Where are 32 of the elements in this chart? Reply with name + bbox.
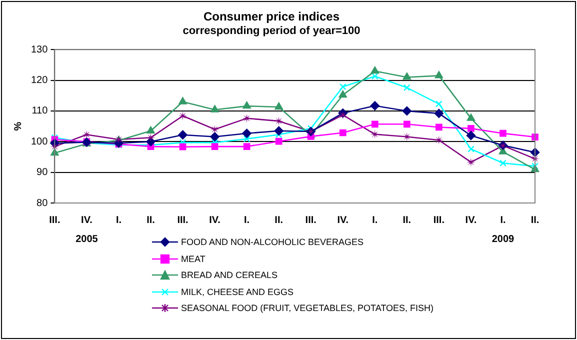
text: 2005 [76,234,98,245]
x-tick-label: IV. [465,214,477,226]
legend-label: MEAT [181,252,206,266]
x-tick-label: IV. [81,214,93,226]
x-tick-label: III. [177,214,189,226]
x-tick-label: I. [116,214,122,226]
x-tick-label: III. [433,214,445,226]
y-tick-label: 110 [32,106,48,117]
y-tick-label: 80 [36,198,48,209]
y-tick-label: 130 [30,44,48,56]
x-tick-label: II. [402,214,412,226]
y-axis-title: % [12,122,24,131]
chart-title: Consumer price indices [203,10,340,24]
text: 2009 [492,234,515,245]
x-tick-label: I. [372,214,378,226]
legend-label: SEASONAL FOOD (FRUIT, VEGETABLES, POTATOES, FISH) [181,302,434,315]
y-tick-label: 100 [30,136,48,148]
x-tick-label: I. [500,214,506,226]
x-tick-label: III. [305,214,317,226]
x-tick-label: I. [244,214,250,226]
y-tick-label: 90 [36,167,48,178]
y-tick-label: 120 [30,75,48,86]
x-tick-label: IV. [209,214,221,226]
x-tick-label: IV. [337,214,349,226]
legend-label: MILK, CHEESE AND EGGS [181,286,294,298]
chart-subtitle: corresponding period of year=100 [182,25,360,38]
x-tick-label: III. [49,214,60,226]
x-tick-label: II. [274,214,284,226]
legend-label: BREAD AND CEREALS [181,269,278,282]
x-tick-label: II. [530,214,540,226]
x-tick-label: II. [146,214,156,226]
legend-label: FOOD AND NON-ALCOHOLIC BEVERAGES [181,236,364,249]
